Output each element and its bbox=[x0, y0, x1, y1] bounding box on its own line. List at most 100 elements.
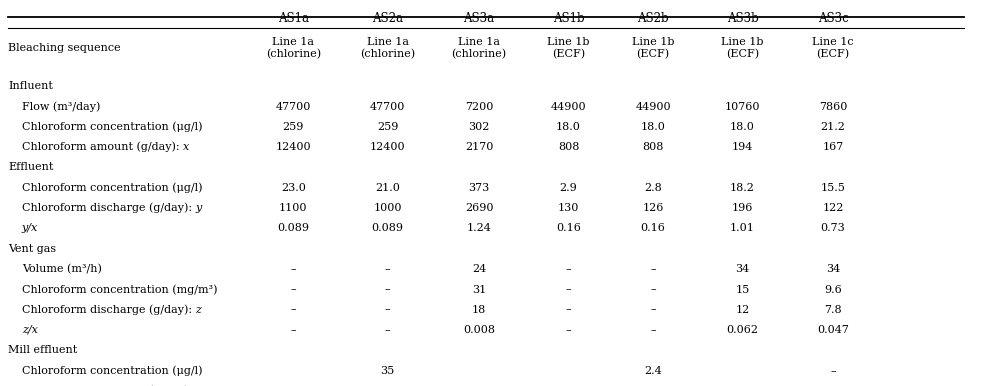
Text: 7860: 7860 bbox=[819, 102, 847, 112]
Text: Chloroform amount (g/day):: Chloroform amount (g/day): bbox=[22, 141, 183, 152]
Text: Volume (m³/h): Volume (m³/h) bbox=[22, 264, 101, 274]
Text: 2690: 2690 bbox=[465, 203, 493, 213]
Text: Effluent: Effluent bbox=[8, 163, 54, 172]
Text: 10760: 10760 bbox=[725, 102, 760, 112]
Text: Chloroform concentration (μg/l): Chloroform concentration (μg/l) bbox=[22, 366, 203, 376]
Text: Line 1b
(ECF): Line 1b (ECF) bbox=[632, 37, 674, 60]
Text: 44900: 44900 bbox=[551, 102, 586, 112]
Text: Line 1c
(ECF): Line 1c (ECF) bbox=[812, 37, 854, 60]
Text: 12: 12 bbox=[736, 305, 749, 315]
Text: z: z bbox=[196, 305, 202, 315]
Text: 373: 373 bbox=[468, 183, 490, 193]
Text: 126: 126 bbox=[642, 203, 664, 213]
Text: 0.089: 0.089 bbox=[372, 223, 404, 233]
Text: 2170: 2170 bbox=[465, 142, 493, 152]
Text: 130: 130 bbox=[558, 203, 580, 213]
Text: 21.2: 21.2 bbox=[820, 122, 846, 132]
Text: AS2a: AS2a bbox=[372, 12, 404, 25]
Text: 1.01: 1.01 bbox=[730, 223, 755, 233]
Text: 23.0: 23.0 bbox=[280, 183, 306, 193]
Text: –: – bbox=[650, 264, 656, 274]
Text: Mill effluent: Mill effluent bbox=[8, 345, 78, 355]
Text: 21.0: 21.0 bbox=[375, 183, 401, 193]
Text: 1.24: 1.24 bbox=[466, 223, 492, 233]
Text: Vent gas: Vent gas bbox=[8, 244, 56, 254]
Text: 2.8: 2.8 bbox=[644, 183, 662, 193]
Text: Bleaching sequence: Bleaching sequence bbox=[8, 43, 120, 53]
Text: 15: 15 bbox=[736, 284, 749, 295]
Text: 0.047: 0.047 bbox=[817, 325, 849, 335]
Text: 7200: 7200 bbox=[465, 102, 493, 112]
Text: –: – bbox=[650, 325, 656, 335]
Text: 2.9: 2.9 bbox=[560, 183, 578, 193]
Text: –: – bbox=[385, 325, 391, 335]
Text: 34: 34 bbox=[736, 264, 749, 274]
Text: AS1a: AS1a bbox=[277, 12, 309, 25]
Text: 12400: 12400 bbox=[370, 142, 406, 152]
Text: Chloroform discharge (g/day):: Chloroform discharge (g/day): bbox=[22, 304, 196, 315]
Text: 0.16: 0.16 bbox=[640, 223, 666, 233]
Text: 35: 35 bbox=[381, 366, 395, 376]
Text: 0.16: 0.16 bbox=[556, 223, 581, 233]
Text: z/x: z/x bbox=[22, 325, 38, 335]
Text: –: – bbox=[650, 305, 656, 315]
Text: 12400: 12400 bbox=[275, 142, 311, 152]
Text: 34: 34 bbox=[826, 264, 840, 274]
Text: AS2b: AS2b bbox=[637, 12, 669, 25]
Text: Chloroform concentration (mg/m³): Chloroform concentration (mg/m³) bbox=[22, 284, 218, 295]
Text: Line 1b
(ECF): Line 1b (ECF) bbox=[722, 37, 763, 60]
Text: 24: 24 bbox=[472, 264, 486, 274]
Text: 808: 808 bbox=[558, 142, 580, 152]
Text: 9.6: 9.6 bbox=[824, 284, 842, 295]
Text: 18.0: 18.0 bbox=[640, 122, 666, 132]
Text: 167: 167 bbox=[822, 142, 844, 152]
Text: AS3b: AS3b bbox=[727, 12, 758, 25]
Text: 18.2: 18.2 bbox=[730, 183, 755, 193]
Text: 1100: 1100 bbox=[279, 203, 307, 213]
Text: 259: 259 bbox=[377, 122, 399, 132]
Text: 47700: 47700 bbox=[275, 102, 311, 112]
Text: –: – bbox=[290, 305, 296, 315]
Text: 18.0: 18.0 bbox=[730, 122, 755, 132]
Text: –: – bbox=[566, 325, 572, 335]
Text: 0.008: 0.008 bbox=[463, 325, 495, 335]
Text: Chloroform discharge (g/day):: Chloroform discharge (g/day): bbox=[22, 203, 196, 213]
Text: Influent: Influent bbox=[8, 81, 53, 91]
Text: –: – bbox=[566, 284, 572, 295]
Text: 15.5: 15.5 bbox=[820, 183, 846, 193]
Text: –: – bbox=[290, 325, 296, 335]
Text: 808: 808 bbox=[642, 142, 664, 152]
Text: 302: 302 bbox=[468, 122, 490, 132]
Text: 18.0: 18.0 bbox=[556, 122, 581, 132]
Text: x: x bbox=[183, 142, 189, 152]
Text: –: – bbox=[290, 284, 296, 295]
Text: 7.8: 7.8 bbox=[824, 305, 842, 315]
Text: 31: 31 bbox=[472, 284, 486, 295]
Text: –: – bbox=[830, 366, 836, 376]
Text: AS1b: AS1b bbox=[553, 12, 584, 25]
Text: 47700: 47700 bbox=[370, 102, 406, 112]
Text: 18: 18 bbox=[472, 305, 486, 315]
Text: Chloroform concentration (μg/l): Chloroform concentration (μg/l) bbox=[22, 183, 203, 193]
Text: 194: 194 bbox=[732, 142, 753, 152]
Text: –: – bbox=[385, 264, 391, 274]
Text: 44900: 44900 bbox=[635, 102, 671, 112]
Text: 259: 259 bbox=[282, 122, 304, 132]
Text: –: – bbox=[566, 305, 572, 315]
Text: 0.089: 0.089 bbox=[277, 223, 309, 233]
Text: Line 1b
(ECF): Line 1b (ECF) bbox=[548, 37, 589, 60]
Text: 196: 196 bbox=[732, 203, 753, 213]
Text: Chloroform concentration (μg/l): Chloroform concentration (μg/l) bbox=[22, 121, 203, 132]
Text: –: – bbox=[385, 284, 391, 295]
Text: Line 1a
(chlorine): Line 1a (chlorine) bbox=[265, 37, 321, 60]
Text: –: – bbox=[290, 264, 296, 274]
Text: AS3c: AS3c bbox=[818, 12, 848, 25]
Text: AS3a: AS3a bbox=[463, 12, 495, 25]
Text: y/x: y/x bbox=[22, 223, 38, 233]
Text: Line 1a
(chlorine): Line 1a (chlorine) bbox=[451, 37, 507, 60]
Text: 2.4: 2.4 bbox=[644, 366, 662, 376]
Text: Flow (m³/day): Flow (m³/day) bbox=[22, 101, 100, 112]
Text: y: y bbox=[196, 203, 202, 213]
Text: 0.062: 0.062 bbox=[727, 325, 758, 335]
Text: –: – bbox=[566, 264, 572, 274]
